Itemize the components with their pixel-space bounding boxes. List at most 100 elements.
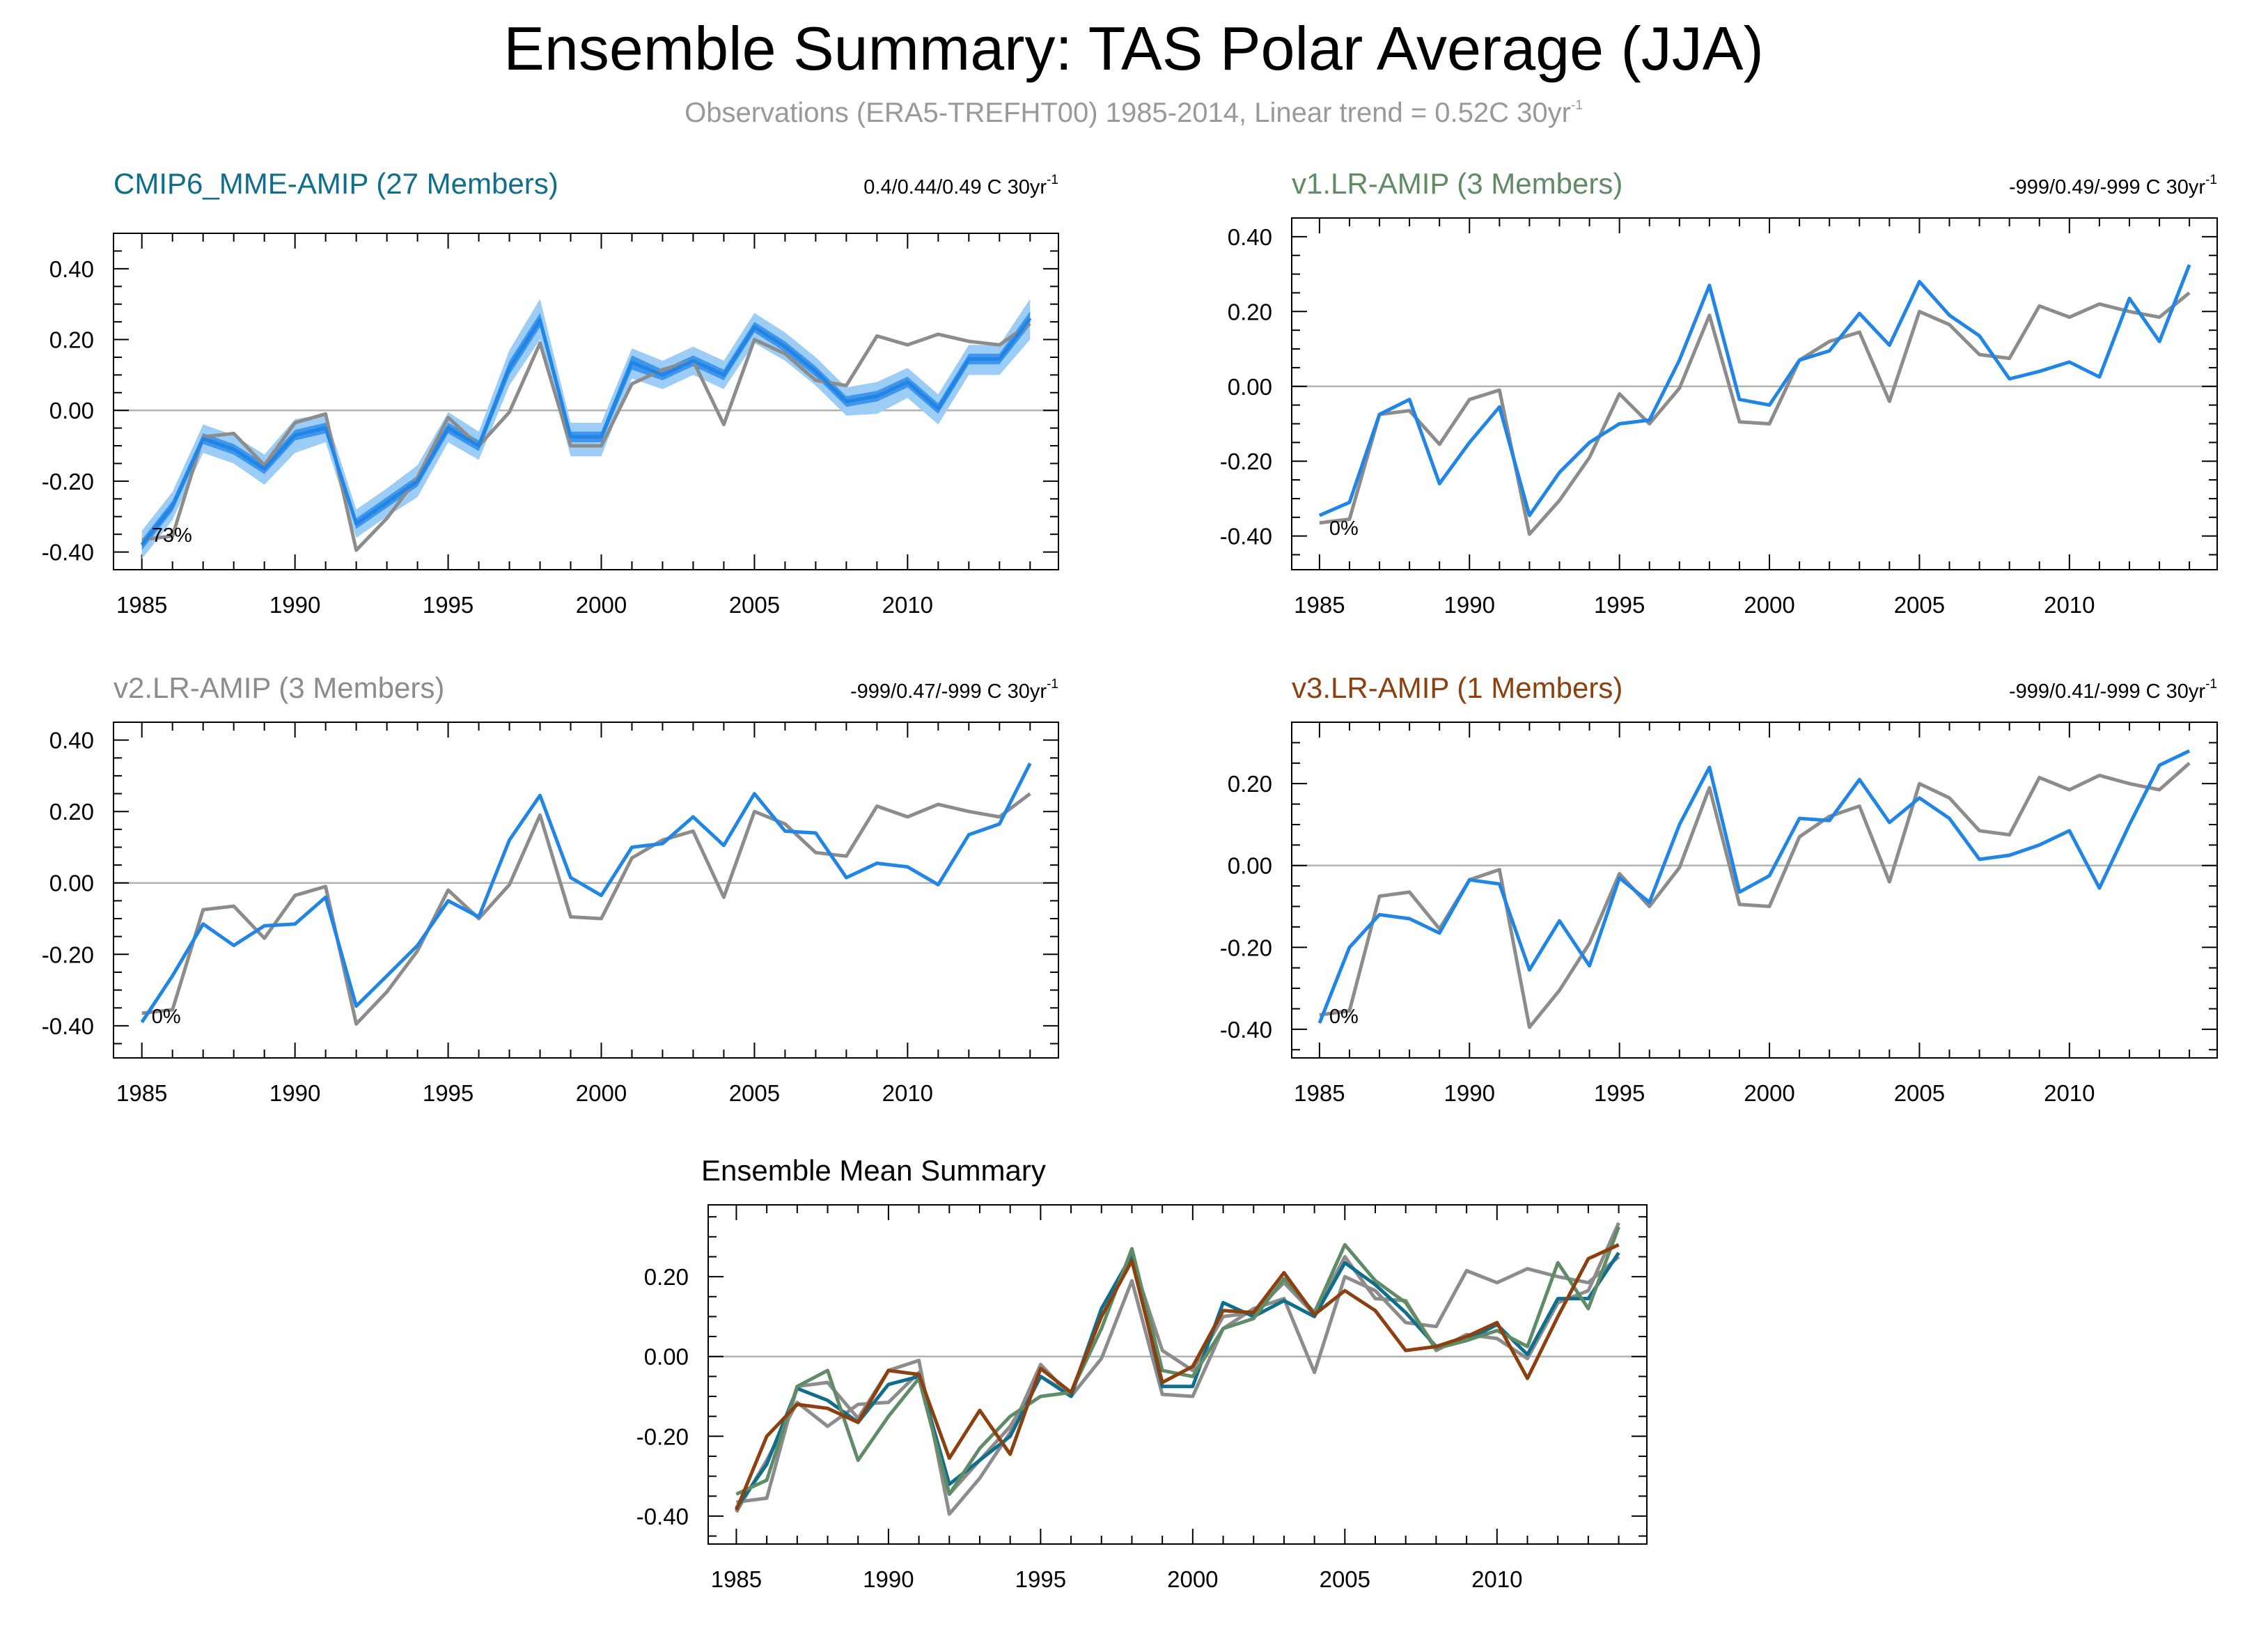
y-tick-label: 0.20 bbox=[644, 1264, 689, 1290]
x-tick-label: 2005 bbox=[1320, 1566, 1370, 1592]
panel-title: v2.LR-AMIP (3 Members) bbox=[114, 671, 444, 704]
panels: 1985 1990 1995 2000 2005 2010 0.40 0.20 0.00 -0.2… bbox=[42, 167, 2218, 1592]
trend-label-sup: -1 bbox=[1047, 173, 1058, 187]
figure-subtitle: Observations (ERA5-TREFHT00) 1985-2014, … bbox=[685, 98, 1583, 128]
x-tick-label: 2005 bbox=[729, 592, 780, 618]
trend-label-sup: -1 bbox=[2205, 677, 2217, 692]
y-tick-label: 0.20 bbox=[1228, 299, 1272, 325]
panel-title: v3.LR-AMIP (1 Members) bbox=[1292, 671, 1622, 704]
plot-frame bbox=[1291, 722, 2218, 1059]
x-tick-label: 1990 bbox=[1444, 592, 1495, 618]
panel-v1: 1985 1990 1995 2000 2005 2010 0.40 0.20 0.00 -0.2… bbox=[1220, 167, 2218, 618]
series-line-cmip6 bbox=[735, 1252, 1620, 1509]
x-tick-label: 2010 bbox=[2044, 1080, 2095, 1106]
x-tick-label: 1995 bbox=[423, 1080, 474, 1106]
model-line bbox=[1318, 264, 2191, 517]
x-tick-label: 1995 bbox=[423, 592, 474, 618]
y-tick-label: -0.20 bbox=[1220, 935, 1272, 960]
x-tick-label: 1985 bbox=[116, 592, 167, 618]
y-tick-label: 0.00 bbox=[644, 1344, 689, 1370]
panel-title: CMIP6_MME-AMIP (27 Members) bbox=[114, 167, 558, 200]
observations-line bbox=[1319, 761, 2191, 1029]
y-tick-label: -0.40 bbox=[1220, 524, 1272, 550]
series-line-v3 bbox=[735, 1243, 1620, 1511]
percent-label: 0% bbox=[1329, 1006, 1359, 1028]
trend-label: -999/0.49/-999 C 30yr-1 bbox=[2009, 173, 2217, 198]
spread-band-outer bbox=[141, 299, 1031, 559]
x-tick-label: 2010 bbox=[2044, 592, 2095, 618]
x-tick-label: 2000 bbox=[1744, 1080, 1794, 1106]
y-tick-label: -0.40 bbox=[42, 540, 94, 566]
observations-line bbox=[141, 792, 1031, 1026]
y-tick-label: 0.20 bbox=[1228, 771, 1272, 797]
plot-frame bbox=[113, 233, 1059, 570]
figure-subtitle-sup: -1 bbox=[1571, 98, 1583, 113]
y-tick-label: -0.40 bbox=[636, 1504, 689, 1529]
trend-label: -999/0.47/-999 C 30yr-1 bbox=[850, 677, 1058, 703]
y-tick-label: 0.20 bbox=[49, 327, 94, 353]
trend-label-text: -999/0.41/-999 C 30yr bbox=[2009, 680, 2205, 703]
x-tick-label: 1990 bbox=[269, 592, 320, 618]
trend-label: 0.4/0.44/0.49 C 30yr-1 bbox=[863, 173, 1058, 198]
x-tick-label: 1995 bbox=[1015, 1566, 1066, 1592]
y-tick-label: -0.40 bbox=[42, 1013, 94, 1039]
x-tick-label: 2005 bbox=[729, 1080, 780, 1106]
y-tick-label: 0.20 bbox=[49, 799, 94, 825]
x-tick-label: 1995 bbox=[1594, 1080, 1645, 1106]
y-tick-label: 0.40 bbox=[1228, 224, 1272, 250]
trend-label: -999/0.41/-999 C 30yr-1 bbox=[2009, 677, 2217, 703]
x-tick-label: 1985 bbox=[116, 1080, 167, 1106]
percent-label: 73% bbox=[152, 524, 192, 547]
x-tick-label: 1985 bbox=[711, 1566, 762, 1592]
x-tick-label: 2010 bbox=[882, 1080, 933, 1106]
x-tick-label: 1985 bbox=[1294, 592, 1345, 618]
y-tick-label: 0.00 bbox=[49, 398, 94, 423]
y-tick-label: 0.00 bbox=[1228, 853, 1272, 879]
panel-summary: 1985 1990 1995 2000 2005 2010 0.20 0.00 -0.20 -0.… bbox=[636, 1154, 1648, 1592]
y-tick-label: 0.00 bbox=[49, 871, 94, 896]
plot-frame bbox=[707, 1204, 1648, 1545]
x-tick-label: 2000 bbox=[576, 1080, 627, 1106]
trend-label-text: -999/0.49/-999 C 30yr bbox=[2009, 176, 2205, 198]
y-tick-label: 0.40 bbox=[49, 728, 94, 754]
y-tick-label: -0.20 bbox=[1220, 449, 1272, 474]
panel-v3: 1985 1990 1995 2000 2005 2010 0.20 0.00 -0.20 -0.… bbox=[1220, 671, 2218, 1106]
x-tick-label: 2010 bbox=[882, 592, 933, 618]
y-tick-label: 0.00 bbox=[1228, 374, 1272, 400]
x-tick-label: 2010 bbox=[1471, 1566, 1522, 1592]
x-tick-label: 2000 bbox=[576, 592, 627, 618]
x-tick-label: 1985 bbox=[1294, 1080, 1345, 1106]
model-line bbox=[140, 762, 1032, 1024]
y-tick-label: -0.20 bbox=[42, 469, 94, 494]
panel-v2: 1985 1990 1995 2000 2005 2010 0.40 0.20 0.00 -0.2… bbox=[42, 671, 1059, 1106]
x-tick-label: 2005 bbox=[1894, 1080, 1945, 1106]
percent-label: 0% bbox=[152, 1006, 181, 1028]
plot-frame bbox=[113, 722, 1059, 1059]
panel-title: v1.LR-AMIP (3 Members) bbox=[1292, 167, 1622, 200]
trend-label-text: -999/0.47/-999 C 30yr bbox=[850, 680, 1047, 703]
x-tick-label: 1995 bbox=[1594, 592, 1645, 618]
observations-line bbox=[141, 322, 1031, 552]
panel-title: Ensemble Mean Summary bbox=[701, 1154, 1046, 1187]
x-tick-label: 1990 bbox=[269, 1080, 320, 1106]
y-tick-label: -0.40 bbox=[1220, 1017, 1272, 1043]
model-line bbox=[140, 317, 1032, 546]
y-tick-label: 0.40 bbox=[49, 256, 94, 282]
figure-subtitle-text: Observations (ERA5-TREFHT00) 1985-2014, … bbox=[685, 98, 1571, 128]
plot-frame bbox=[1291, 217, 2218, 570]
series-line-v2 bbox=[735, 1222, 1620, 1513]
percent-label: 0% bbox=[1329, 517, 1359, 540]
y-tick-label: -0.20 bbox=[42, 942, 94, 967]
model-line bbox=[1317, 749, 2191, 1024]
x-tick-label: 2005 bbox=[1894, 592, 1945, 618]
trend-label-sup: -1 bbox=[1047, 677, 1058, 692]
trend-label-sup: -1 bbox=[2205, 173, 2217, 187]
panel-cmip6: 1985 1990 1995 2000 2005 2010 0.40 0.20 0.00 -0.2… bbox=[42, 167, 1059, 618]
trend-label-text: 0.4/0.44/0.49 C 30yr bbox=[863, 176, 1047, 198]
observations-line bbox=[1319, 291, 2191, 536]
x-tick-label: 2000 bbox=[1167, 1566, 1218, 1592]
y-tick-label: -0.20 bbox=[636, 1424, 689, 1449]
x-tick-label: 1990 bbox=[863, 1566, 914, 1592]
figure-title: Ensemble Summary: TAS Polar Average (JJA… bbox=[503, 14, 1764, 83]
